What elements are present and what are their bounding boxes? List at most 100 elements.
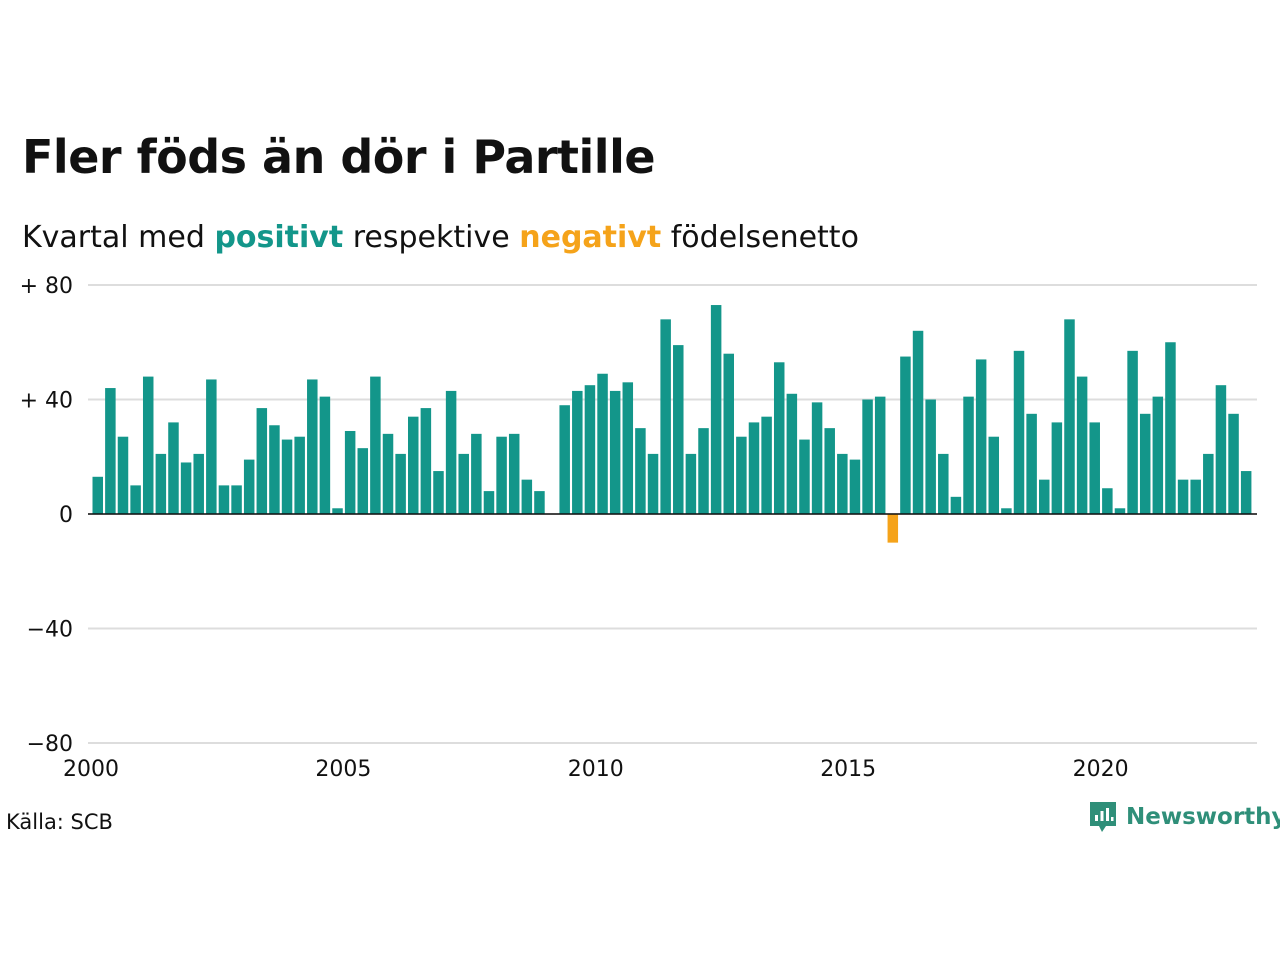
bar-positive — [584, 385, 596, 514]
bar-positive — [912, 330, 924, 514]
bar-positive — [1064, 319, 1075, 514]
bar-negative — [887, 514, 899, 543]
bar-positive — [824, 428, 835, 515]
bar-positive — [622, 382, 634, 514]
subtitle-suffix: födelsenetto — [670, 220, 859, 255]
bar-positive — [1165, 342, 1176, 514]
bar-positive — [269, 425, 280, 514]
bar-positive — [723, 353, 734, 514]
bar-positive — [1190, 479, 1201, 514]
bar-positive — [685, 453, 697, 514]
bar-positive — [483, 491, 495, 514]
bar-positive — [534, 491, 545, 514]
bar-positive — [281, 439, 293, 514]
bar-positive — [1039, 479, 1050, 514]
bar-positive — [395, 453, 406, 514]
bar-positive — [609, 390, 621, 514]
bar-positive — [673, 345, 684, 514]
bar-positive — [660, 319, 671, 514]
bar-positive — [1026, 413, 1037, 514]
bar-positive — [370, 376, 381, 514]
bar-positive — [938, 453, 949, 514]
newsworthy-logo-icon — [1090, 802, 1116, 832]
bar-positive — [799, 439, 810, 514]
bar-positive — [1215, 385, 1227, 514]
bar-positive — [155, 453, 167, 514]
bar-positive — [900, 356, 911, 514]
bar-positive — [256, 408, 268, 514]
x-tick-label: 2000 — [63, 757, 119, 782]
bar-positive — [433, 471, 444, 514]
bar-positive — [1001, 508, 1012, 514]
bar-positive — [1228, 413, 1239, 514]
bar-positive — [142, 376, 154, 514]
bar-positive — [963, 396, 974, 514]
bar-positive — [1114, 508, 1126, 514]
bar-positive — [92, 476, 103, 514]
y-tick-label: + 80 — [20, 274, 73, 299]
bar-positive — [748, 422, 760, 514]
bar-positive — [180, 462, 192, 514]
y-tick-label: −40 — [27, 618, 73, 643]
bar-positive — [206, 379, 217, 514]
bar-positive — [773, 362, 785, 514]
bar-positive — [357, 448, 369, 514]
bar-positive — [231, 485, 242, 515]
y-tick-label: −80 — [27, 732, 73, 757]
bar-positive — [471, 433, 482, 514]
bar-positive — [332, 508, 343, 514]
bar-positive — [1240, 471, 1252, 514]
bar-positive — [1102, 488, 1113, 514]
bar-positive — [710, 305, 722, 514]
bar-positive — [117, 436, 129, 514]
bar-positive — [521, 479, 533, 514]
bar-positive — [168, 422, 179, 514]
bar-positive — [1177, 479, 1189, 514]
brand-logo[interactable]: Newsworthy — [1088, 800, 1280, 834]
bar-positive — [786, 393, 798, 514]
subtitle-positive-label: positivt — [214, 220, 344, 255]
bar-positive — [1076, 376, 1088, 514]
bar-positive — [849, 459, 861, 514]
bar-positive — [559, 405, 570, 514]
bar-positive — [319, 396, 331, 514]
bar-positive — [698, 428, 709, 515]
bar-positive — [1089, 422, 1100, 514]
bar-positive — [445, 390, 457, 514]
bar-positive — [1127, 350, 1138, 514]
x-tick-label: 2020 — [1073, 757, 1129, 782]
bar-positive — [1051, 422, 1063, 514]
bar-positive — [635, 428, 646, 515]
subtitle-prefix: Kvartal med — [22, 220, 205, 255]
bar-positive — [307, 379, 318, 514]
bar-positive — [597, 373, 608, 514]
y-tick-label: + 40 — [20, 389, 73, 414]
bar-positive — [736, 436, 747, 514]
y-tick-label: 0 — [59, 503, 73, 528]
bar-positive — [572, 390, 583, 514]
bar-positive — [294, 436, 305, 514]
bar-positive — [130, 485, 141, 515]
bar-positive — [458, 453, 469, 514]
source-note: Källa: SCB — [6, 810, 113, 834]
bar-positive — [344, 430, 356, 514]
bar-positive — [408, 416, 419, 514]
bars — [92, 305, 1252, 543]
bar-positive — [1139, 413, 1151, 514]
bar-positive — [420, 408, 432, 514]
bar-positive — [811, 402, 823, 514]
bar-positive — [988, 436, 1000, 514]
x-tick-label: 2015 — [820, 757, 876, 782]
chart-subtitle: Kvartal med positivt respektive negativt… — [22, 220, 859, 255]
bar-positive — [925, 399, 936, 514]
bar-positive — [1152, 396, 1164, 514]
subtitle-middle: respektive — [352, 220, 510, 255]
bar-positive — [862, 399, 873, 514]
bar-positive — [193, 453, 204, 514]
brand-name: Newsworthy — [1126, 804, 1280, 830]
bar-positive — [1203, 453, 1214, 514]
bar-positive — [874, 396, 886, 514]
x-tick-label: 2010 — [568, 757, 624, 782]
